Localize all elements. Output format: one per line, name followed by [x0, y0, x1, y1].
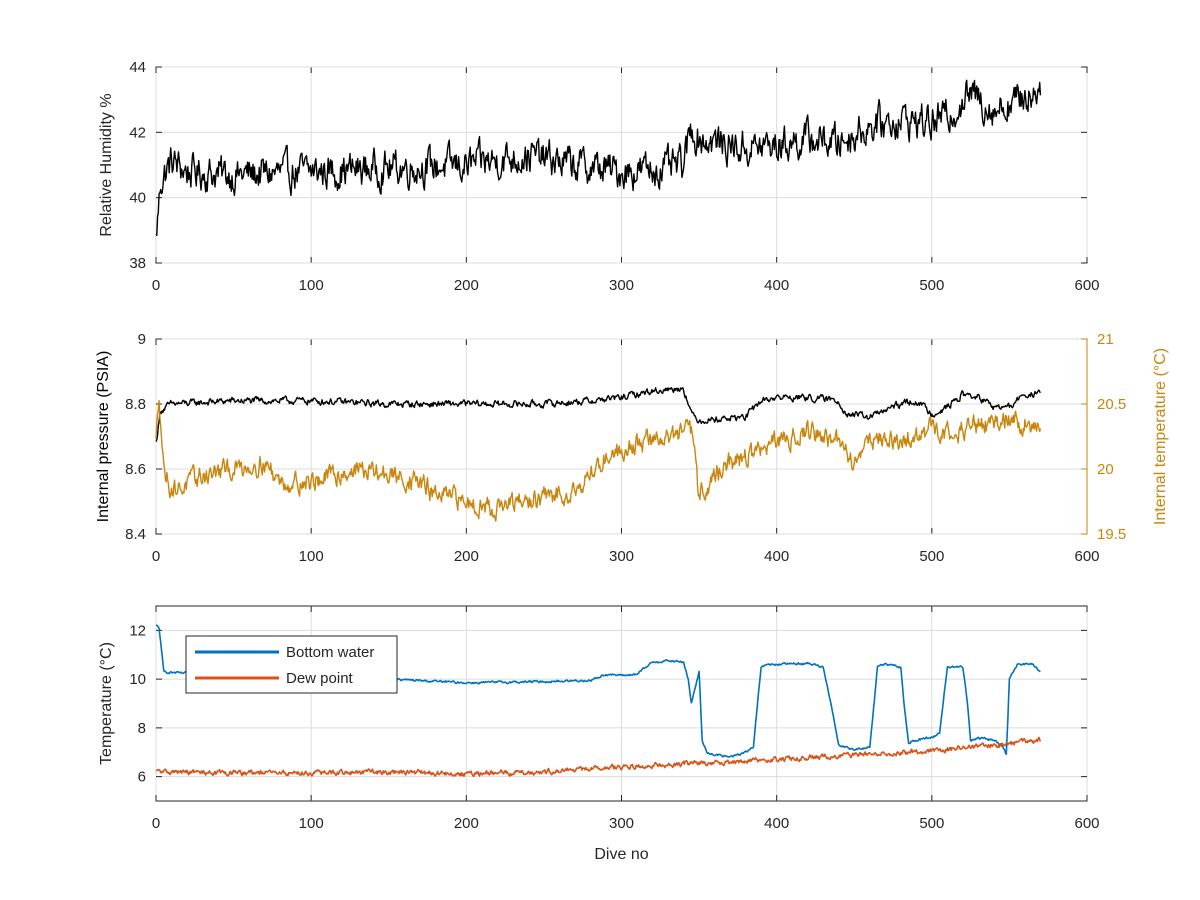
x-axis-label: Dive no — [594, 846, 648, 863]
x-tick-label: 100 — [299, 548, 324, 565]
x-tick-label: 500 — [919, 815, 944, 832]
y-tick-label: 38 — [129, 255, 146, 272]
right-y-tick-label: 21 — [1097, 331, 1114, 348]
y-tick-label: 40 — [129, 190, 146, 207]
chart-panel-1: 0 100 200 300 400 500 600 38 40 42 44 Relative Humi… — [98, 59, 1100, 294]
right-y-tick-label: 19.5 — [1097, 526, 1126, 543]
y-tick-label: 8.6 — [125, 461, 146, 478]
x-tick-label: 300 — [609, 548, 634, 565]
x-tick-label: 200 — [454, 277, 479, 294]
legend: Bottom water Dew point — [185, 635, 398, 694]
x-tick-label: 200 — [454, 548, 479, 565]
y-tick-label: 44 — [129, 59, 146, 76]
x-tick-label: 400 — [764, 548, 789, 565]
y-tick-label: 8.8 — [125, 396, 146, 413]
series-line-dew-point — [155, 736, 1042, 778]
y-tick-label: 42 — [129, 124, 146, 141]
y-axis-label: Temperature (°C) — [98, 642, 115, 765]
x-tick-label: 500 — [919, 548, 944, 565]
series-line-1-1 — [155, 79, 1042, 237]
x-tick-label: 400 — [764, 815, 789, 832]
x-tick-label: 300 — [609, 815, 634, 832]
series-line-2-2 — [155, 400, 1042, 522]
x-tick-label: 100 — [299, 277, 324, 294]
y-tick-label: 8.4 — [125, 526, 146, 543]
y-tick-label: 6 — [138, 769, 146, 786]
series-line-2-1 — [155, 387, 1041, 442]
x-tick-label: 500 — [919, 277, 944, 294]
x-tick-label: 300 — [609, 277, 634, 294]
right-y-tick-label: 20.5 — [1097, 396, 1126, 413]
y-tick-label: 12 — [129, 622, 146, 639]
x-tick-label: 100 — [299, 815, 324, 832]
x-tick-label: 600 — [1074, 277, 1099, 294]
legend-label: Bottom water — [286, 644, 374, 661]
y-tick-label: 8 — [138, 720, 146, 737]
y-tick-label: 9 — [138, 331, 146, 348]
legend-label: Dew point — [286, 670, 354, 687]
x-tick-label: 600 — [1074, 548, 1099, 565]
x-tick-label: 200 — [454, 815, 479, 832]
x-tick-label: 0 — [152, 815, 160, 832]
chart-panel-3: 0 100 200 300 400 500 600 6 8 10 12 Temperature (°C… — [98, 605, 1100, 863]
chart-panel-2: 0 100 200 300 400 500 600 8.4 8.6 8.8 9 19.5 20 20.5 2… — [95, 331, 1169, 565]
x-tick-label: 0 — [152, 548, 160, 565]
legend-box — [185, 635, 398, 694]
x-tick-label: 400 — [764, 277, 789, 294]
right-y-axis-label: Internal temperature (°C) — [1152, 348, 1169, 525]
x-tick-label: 600 — [1074, 815, 1099, 832]
y-axis-label: Relative Humidity % — [98, 93, 115, 236]
y-axis-label: Internal pressure (PSIA) — [95, 351, 112, 523]
y-tick-label: 10 — [129, 671, 146, 688]
right-y-tick-label: 20 — [1097, 461, 1114, 478]
x-tick-label: 0 — [152, 277, 160, 294]
